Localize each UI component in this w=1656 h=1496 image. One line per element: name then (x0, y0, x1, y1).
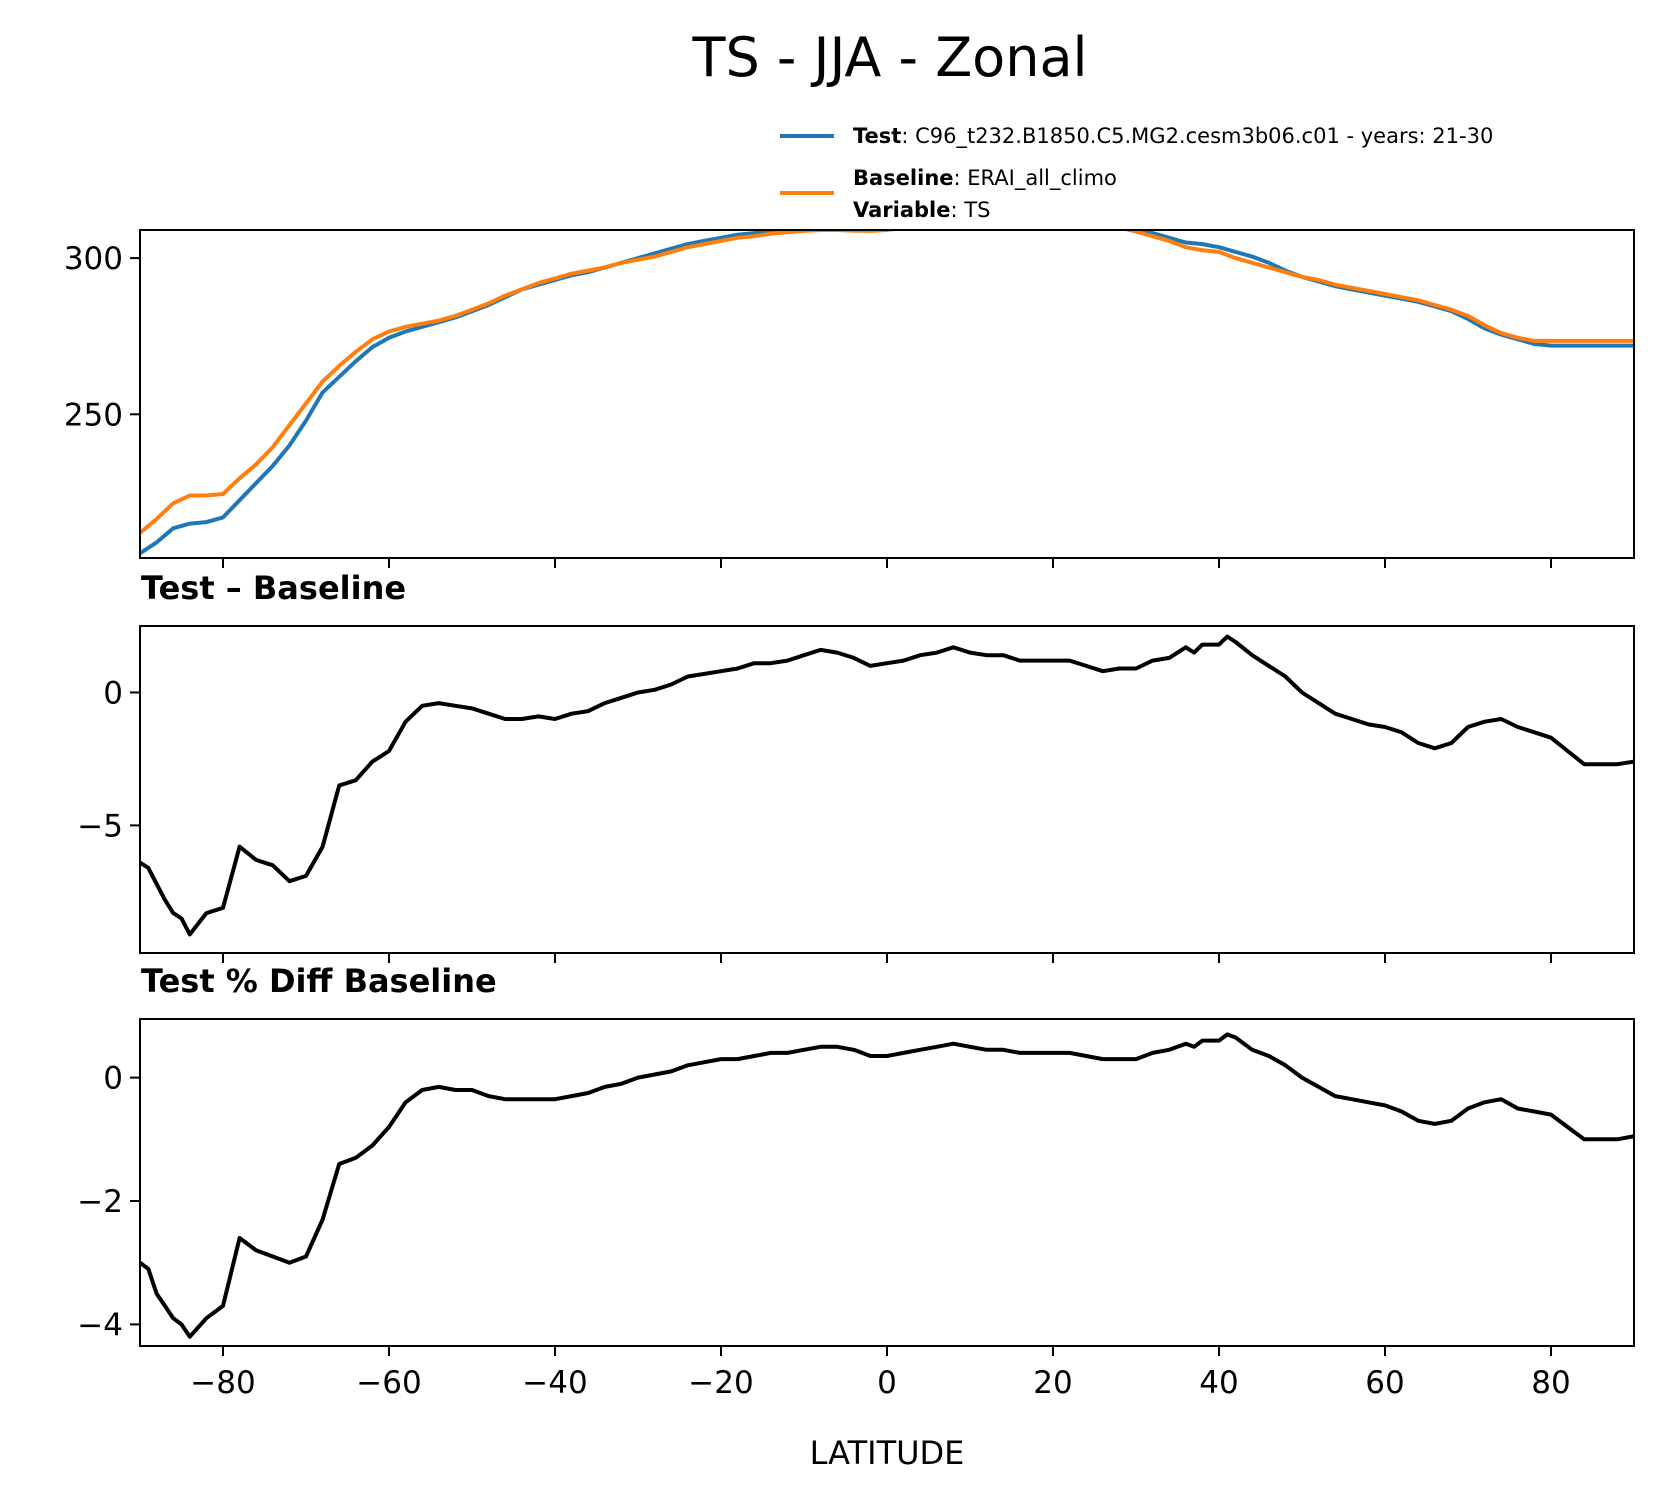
x-tick-label: −60 (356, 1365, 421, 1401)
series-line-test (140, 230, 1634, 555)
panel-percent-difference: Test % Diff Baseline −80 −60 −40 −20 0 20 40 60… (77, 962, 1635, 1401)
x-tick-label: −20 (688, 1365, 753, 1401)
y-tick-label: −5 (77, 808, 123, 844)
y-tick-label: 0 (103, 675, 123, 711)
x-tick-label: 80 (1531, 1365, 1570, 1401)
y-tick-label: 250 (64, 397, 123, 433)
figure-title: TS - JJA - Zonal (691, 26, 1087, 89)
x-tick-label: 0 (877, 1365, 897, 1401)
panel-zonal-mean: 250 300 (64, 229, 1635, 568)
legend-variable-text: : TS (950, 198, 990, 222)
panel-percent-difference-title: Test % Diff Baseline (141, 962, 497, 1000)
axes-frame (139, 1018, 1635, 1347)
x-tick-label: −80 (190, 1365, 255, 1401)
legend-variable-label: Variable (853, 198, 950, 222)
x-tick-label: 20 (1033, 1365, 1072, 1401)
y-tick-label: 300 (64, 241, 123, 277)
x-axis-label: LATITUDE (810, 1434, 965, 1472)
legend-variable-entry: Variable: TS (853, 198, 990, 222)
legend-baseline-entry: Baseline: ERAI_all_climo (853, 166, 1117, 191)
panel-difference-title: Test – Baseline (141, 569, 406, 607)
x-tick-label: 40 (1199, 1365, 1238, 1401)
axes-frame (139, 625, 1635, 954)
series-line-panel-1 (140, 634, 1634, 937)
legend-test-text: : C96_t232.B1850.C5.MG2.cesm3b06.c01 - y… (901, 124, 1493, 149)
axes-frame (139, 229, 1635, 559)
y-tick-label: 0 (103, 1061, 123, 1097)
legend-baseline-text: : ERAI_all_climo (954, 166, 1117, 191)
y-tick-label: −2 (77, 1184, 123, 1220)
panel-difference: Test – Baseline −5 0 (77, 569, 1635, 963)
y-tick-label: −4 (77, 1307, 123, 1343)
x-tick-label: −40 (522, 1365, 587, 1401)
x-tick-label: 60 (1365, 1365, 1404, 1401)
series-line-baseline (140, 230, 1634, 535)
legend-baseline-label: Baseline (853, 166, 954, 190)
legend-test-entry: Test: C96_t232.B1850.C5.MG2.cesm3b06.c01… (853, 124, 1493, 149)
legend: Test: C96_t232.B1850.C5.MG2.cesm3b06.c01… (780, 124, 1493, 222)
series-line-panel-2 (140, 1032, 1634, 1339)
legend-test-label: Test (853, 124, 901, 148)
